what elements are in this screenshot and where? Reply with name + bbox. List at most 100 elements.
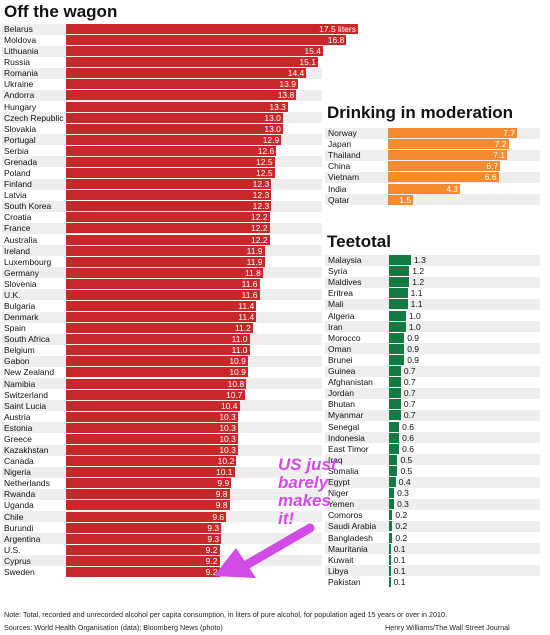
chart-title-off-the-wagon: Off the wagon: [4, 2, 118, 21]
data-bar: [388, 194, 414, 205]
bar-value-label: 6.6: [484, 172, 497, 183]
data-bar: [66, 544, 220, 555]
bar-value-label: 0.7: [403, 399, 416, 410]
data-bar: [389, 354, 405, 365]
country-label: South Africa: [4, 334, 50, 345]
country-label: Somalia: [328, 465, 359, 476]
bar-value-label: 0.9: [407, 332, 420, 343]
bar-value-label: 0.2: [395, 510, 408, 521]
annotation-line: US just: [278, 455, 337, 474]
data-bar: [66, 500, 230, 511]
arrow-head: [214, 548, 256, 578]
bar-value-label: 13.3: [269, 101, 286, 112]
country-label: Finland: [4, 179, 32, 190]
data-bar: [389, 277, 410, 288]
bar-value-label: 1.0: [408, 321, 421, 332]
bar-value-label: 11.0: [231, 334, 248, 345]
bar-value-label: 10.4: [220, 400, 238, 411]
data-bar: [66, 101, 288, 112]
country-label: Slovakia: [4, 123, 37, 134]
data-bar: [389, 576, 391, 587]
country-label: Jordan: [328, 388, 354, 399]
country-label: Latvia: [4, 190, 27, 201]
data-bar: [66, 168, 275, 179]
country-label: Kazakhstan: [4, 445, 49, 456]
annotation-line: makes: [278, 491, 331, 510]
bar-value-label: 0.7: [403, 388, 416, 399]
bar-value-label: 13.9: [279, 79, 296, 90]
country-label: Belgium: [4, 345, 35, 356]
data-bar: [66, 57, 318, 68]
bar-value-label: 1.3: [414, 255, 426, 265]
country-label: Niger: [328, 488, 349, 499]
data-bar: [66, 79, 298, 90]
data-bar: [66, 301, 257, 311]
bar-value-label: 0.9: [407, 354, 420, 365]
country-label: Malaysia: [328, 255, 362, 265]
country-label: Estonia: [4, 422, 33, 433]
data-bar: [389, 321, 406, 332]
data-bar: [66, 323, 253, 334]
bar-value-label: 13.0: [264, 123, 281, 134]
country-label: Libya: [328, 565, 349, 576]
country-label: Mali: [328, 299, 344, 310]
bar-value-label: 10.3: [219, 422, 236, 433]
country-label: Morocco: [328, 332, 361, 343]
row-stripe: [325, 276, 540, 288]
bar-value-label: 10.3: [219, 433, 236, 444]
row-stripe: [325, 343, 540, 355]
data-bar: [389, 543, 391, 554]
bar-value-label: 13.0: [264, 112, 281, 123]
bar-value-label: 7.2: [494, 139, 507, 150]
country-label: Netherlands: [4, 478, 50, 489]
data-bar: [389, 521, 393, 532]
data-bar: [388, 139, 509, 150]
country-label: Kuwait: [328, 554, 354, 565]
country-label: Pakistan: [328, 576, 361, 587]
row-stripe: [325, 194, 540, 206]
data-bar: [388, 183, 461, 194]
data-bar: [66, 35, 347, 46]
data-bar: [66, 68, 307, 79]
country-label: Myanmar: [328, 410, 364, 421]
bar-value-label: 9.3: [207, 522, 220, 533]
data-bar: [66, 256, 265, 267]
bar-value-label: 10.7: [225, 389, 243, 400]
bar-value-label: 0.9: [407, 343, 420, 354]
row-stripe: [325, 454, 540, 466]
row-stripe: [325, 365, 540, 377]
bar-value-label: 0.6: [402, 421, 414, 432]
us-annotation-text: US just barely makes it!: [278, 456, 337, 528]
bar-value-label: 0.4: [398, 477, 411, 487]
bar-value-label: 1.2: [412, 266, 425, 277]
country-label: Switzerland: [4, 389, 48, 400]
bar-value-label: 9.6: [212, 511, 225, 522]
country-label: Bangladesh: [328, 532, 373, 543]
data-bar: [66, 123, 283, 134]
bar-value-label: 14.4: [287, 68, 305, 79]
data-bar: [66, 467, 235, 478]
country-label: Slovenia: [4, 278, 37, 289]
bar-value-label: 15.4: [304, 46, 321, 57]
footer-credit: Henry Williams/The Wall Street Journal: [385, 623, 510, 632]
row-stripe: [325, 565, 540, 577]
bar-value-label: 0.1: [393, 576, 406, 587]
data-bar: [389, 554, 391, 565]
data-bar: [66, 411, 238, 422]
country-label: China: [328, 161, 351, 172]
data-bar: [66, 356, 248, 367]
data-bar: [66, 378, 247, 389]
country-label: Austria: [4, 411, 31, 422]
bar-value-label: 11.2: [234, 323, 251, 334]
bar-value-label: 4.3: [446, 183, 459, 194]
country-label: Romania: [4, 68, 39, 79]
country-label: Czech Republic: [4, 112, 64, 123]
bar-value-label: 1.5: [399, 194, 412, 205]
data-bar: [66, 245, 265, 256]
country-label: Saudi Arabia: [328, 521, 377, 532]
bar-value-label: 0.7: [403, 366, 416, 376]
country-label: Bulgaria: [4, 301, 36, 311]
bar-value-label: 11.4: [238, 312, 255, 323]
data-bar: [66, 289, 260, 300]
